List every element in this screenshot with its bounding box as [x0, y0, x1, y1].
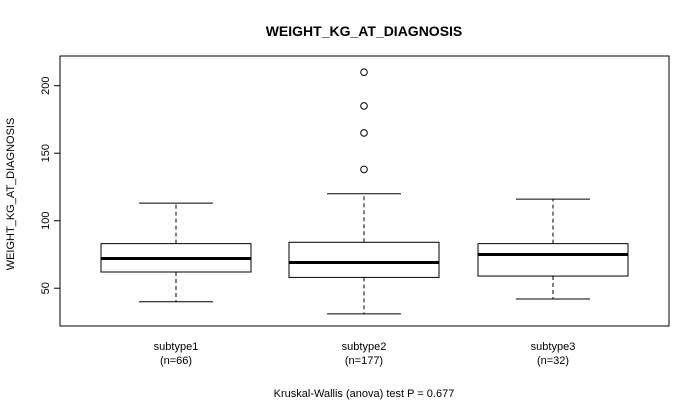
box-iqr	[477, 243, 629, 277]
x-category-count: (n=32)	[537, 355, 569, 367]
x-category-label: subtype2	[342, 341, 387, 353]
y-tick-label: 100	[40, 212, 52, 230]
outlier-point	[360, 129, 368, 137]
outlier-point	[360, 102, 368, 110]
x-category-label: subtype1	[154, 341, 199, 353]
x-category-label: subtype3	[531, 341, 576, 353]
box-iqr	[288, 241, 440, 278]
y-tick-label: 50	[40, 282, 52, 294]
box-subtype3	[477, 198, 629, 300]
y-axis: 50 100 150 200	[40, 77, 61, 294]
box-subtype1	[100, 202, 252, 303]
test-result-text: Kruskal-Wallis (anova) test P = 0.677	[274, 388, 455, 400]
y-tick-label: 150	[40, 144, 52, 162]
x-category-count: (n=177)	[345, 355, 383, 367]
x-axis-labels: subtype1 (n=66) subtype2 (n=177) subtype3 (n=…	[154, 341, 576, 367]
y-axis-label: WEIGHT_KG_AT_DIAGNOSIS	[5, 118, 17, 271]
outlier-point	[360, 165, 368, 174]
boxes-layer	[100, 68, 629, 315]
y-tick-label: 200	[40, 77, 52, 95]
chart-title: WEIGHT_KG_AT_DIAGNOSIS	[266, 23, 463, 39]
outlier-point	[360, 68, 368, 76]
x-category-count: (n=66)	[160, 355, 192, 367]
box-subtype2	[288, 68, 440, 315]
